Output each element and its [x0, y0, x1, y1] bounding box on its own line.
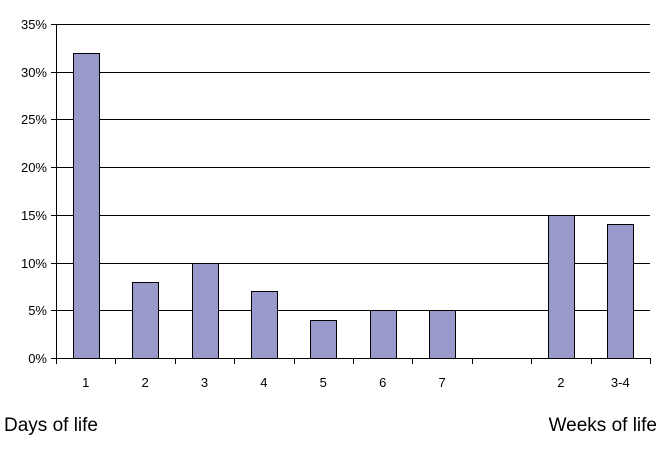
bar-5: [370, 310, 397, 359]
bar-1: [132, 282, 159, 359]
x-tick-label-9: 3-4: [611, 375, 630, 390]
y-tick-label-7: 35%: [21, 17, 47, 32]
weeks-of-life-label: Weeks of life: [548, 415, 657, 436]
x-tick-label-4: 5: [320, 375, 327, 390]
y-tick-label-6: 30%: [21, 65, 47, 80]
bar-8: [548, 215, 575, 359]
y-tick-label-2: 10%: [21, 256, 47, 271]
y-tick-label-0: 0%: [28, 351, 47, 366]
bar-4: [310, 320, 337, 359]
days-of-life-label: Days of life: [4, 415, 98, 436]
x-tick-label-1: 2: [141, 375, 148, 390]
y-tick-label-3: 15%: [21, 208, 47, 223]
x-tick-label-2: 3: [201, 375, 208, 390]
x-tick-label-3: 4: [260, 375, 267, 390]
x-tick-label-0: 1: [82, 375, 89, 390]
bar-6: [429, 310, 456, 359]
bar-2: [192, 263, 219, 359]
bar-3: [251, 291, 278, 359]
bar-0: [73, 53, 100, 359]
y-tick-label-4: 20%: [21, 160, 47, 175]
y-tick-label-5: 25%: [21, 112, 47, 127]
y-tick-label-1: 5%: [28, 303, 47, 318]
x-tick-label-8: 2: [557, 375, 564, 390]
bar-9: [607, 224, 634, 359]
x-tick-label-6: 7: [438, 375, 445, 390]
x-tick-label-5: 6: [379, 375, 386, 390]
